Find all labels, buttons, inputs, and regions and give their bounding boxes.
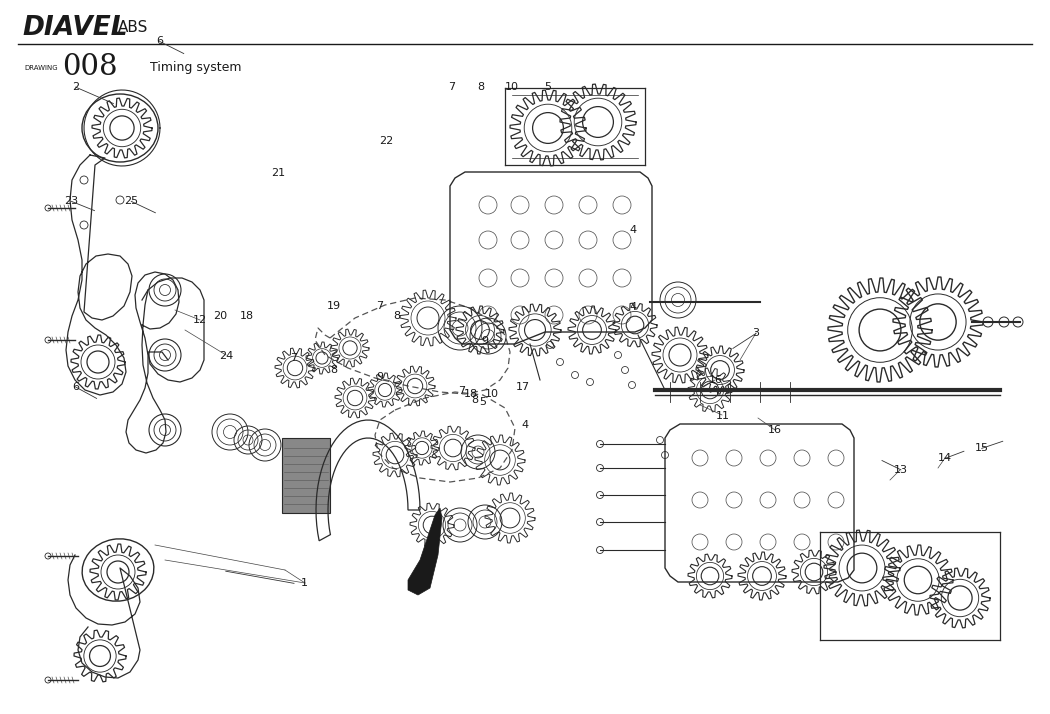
Text: 8: 8 — [331, 365, 337, 375]
Text: 10: 10 — [484, 389, 499, 399]
Text: 8: 8 — [394, 311, 400, 321]
Text: Timing system: Timing system — [150, 61, 242, 74]
Text: 11: 11 — [715, 411, 730, 421]
Text: 4: 4 — [630, 302, 636, 312]
Text: ABS: ABS — [118, 21, 148, 36]
Text: DIAVEL: DIAVEL — [22, 15, 127, 41]
Text: 16: 16 — [709, 375, 723, 385]
Text: 7: 7 — [448, 82, 455, 92]
Text: 9: 9 — [377, 372, 383, 382]
Text: 4: 4 — [630, 225, 636, 235]
Text: 6: 6 — [72, 382, 79, 392]
Polygon shape — [408, 508, 442, 595]
Text: 7: 7 — [377, 301, 383, 311]
Text: 1: 1 — [301, 578, 308, 588]
Text: 20: 20 — [213, 311, 228, 321]
Text: 7: 7 — [459, 386, 465, 396]
Text: 12: 12 — [192, 315, 207, 325]
Text: 21: 21 — [271, 168, 286, 178]
Text: 19: 19 — [327, 301, 341, 311]
Text: 24: 24 — [218, 351, 233, 361]
Text: 18: 18 — [239, 311, 254, 321]
Text: 5: 5 — [480, 397, 486, 407]
Text: 6: 6 — [156, 36, 163, 46]
Text: 3: 3 — [753, 328, 759, 338]
Text: 17: 17 — [516, 382, 530, 392]
Text: 22: 22 — [379, 136, 394, 146]
Text: 13: 13 — [894, 465, 908, 475]
Text: 7: 7 — [291, 353, 297, 363]
Text: 9: 9 — [482, 336, 488, 346]
Text: 8: 8 — [471, 395, 478, 405]
Text: 23: 23 — [64, 196, 79, 206]
Text: 18: 18 — [463, 389, 478, 399]
Text: DRAWING: DRAWING — [24, 65, 58, 71]
Text: 2: 2 — [72, 82, 79, 92]
Text: 008: 008 — [62, 53, 118, 81]
Text: 8: 8 — [478, 82, 484, 92]
Text: 4: 4 — [522, 420, 528, 430]
Text: 5: 5 — [545, 82, 551, 92]
Text: 25: 25 — [124, 196, 139, 206]
Text: 15: 15 — [974, 443, 989, 453]
Text: 16: 16 — [768, 425, 782, 435]
Bar — [282, 438, 330, 513]
Text: 14: 14 — [938, 453, 952, 463]
Text: 10: 10 — [504, 82, 519, 92]
